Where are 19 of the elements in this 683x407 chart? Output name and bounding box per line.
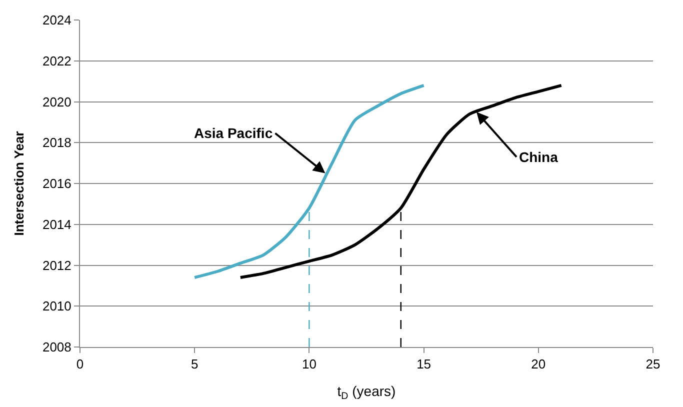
x-axis-title: t$_{D}$ (years) bbox=[337, 382, 396, 402]
x-tick-label: 0 bbox=[76, 356, 84, 372]
y-tick-label: 2022 bbox=[42, 53, 72, 68]
y-tick-label: 2014 bbox=[42, 216, 72, 232]
x-tick-label: 25 bbox=[646, 356, 660, 372]
y-tick-label: 2020 bbox=[42, 94, 72, 110]
y-tick-label: 2016 bbox=[42, 176, 72, 192]
y-tick-label: 2010 bbox=[42, 298, 72, 314]
y-tick-label: 2008 bbox=[42, 340, 72, 355]
y-tick-label: 2018 bbox=[42, 135, 72, 150]
y-axis-title: Intersection Year bbox=[11, 131, 26, 236]
x-tick-label: 10 bbox=[302, 356, 316, 372]
annotation: Asia Pacific bbox=[194, 125, 273, 141]
x-tick-label: 5 bbox=[190, 356, 198, 372]
y-tick-label: 2012 bbox=[42, 258, 72, 273]
y-tick-label: 2024 bbox=[42, 12, 72, 28]
annotation: China bbox=[519, 149, 558, 165]
x-tick-label: 15 bbox=[416, 356, 432, 372]
x-tick-label: 20 bbox=[531, 356, 546, 372]
